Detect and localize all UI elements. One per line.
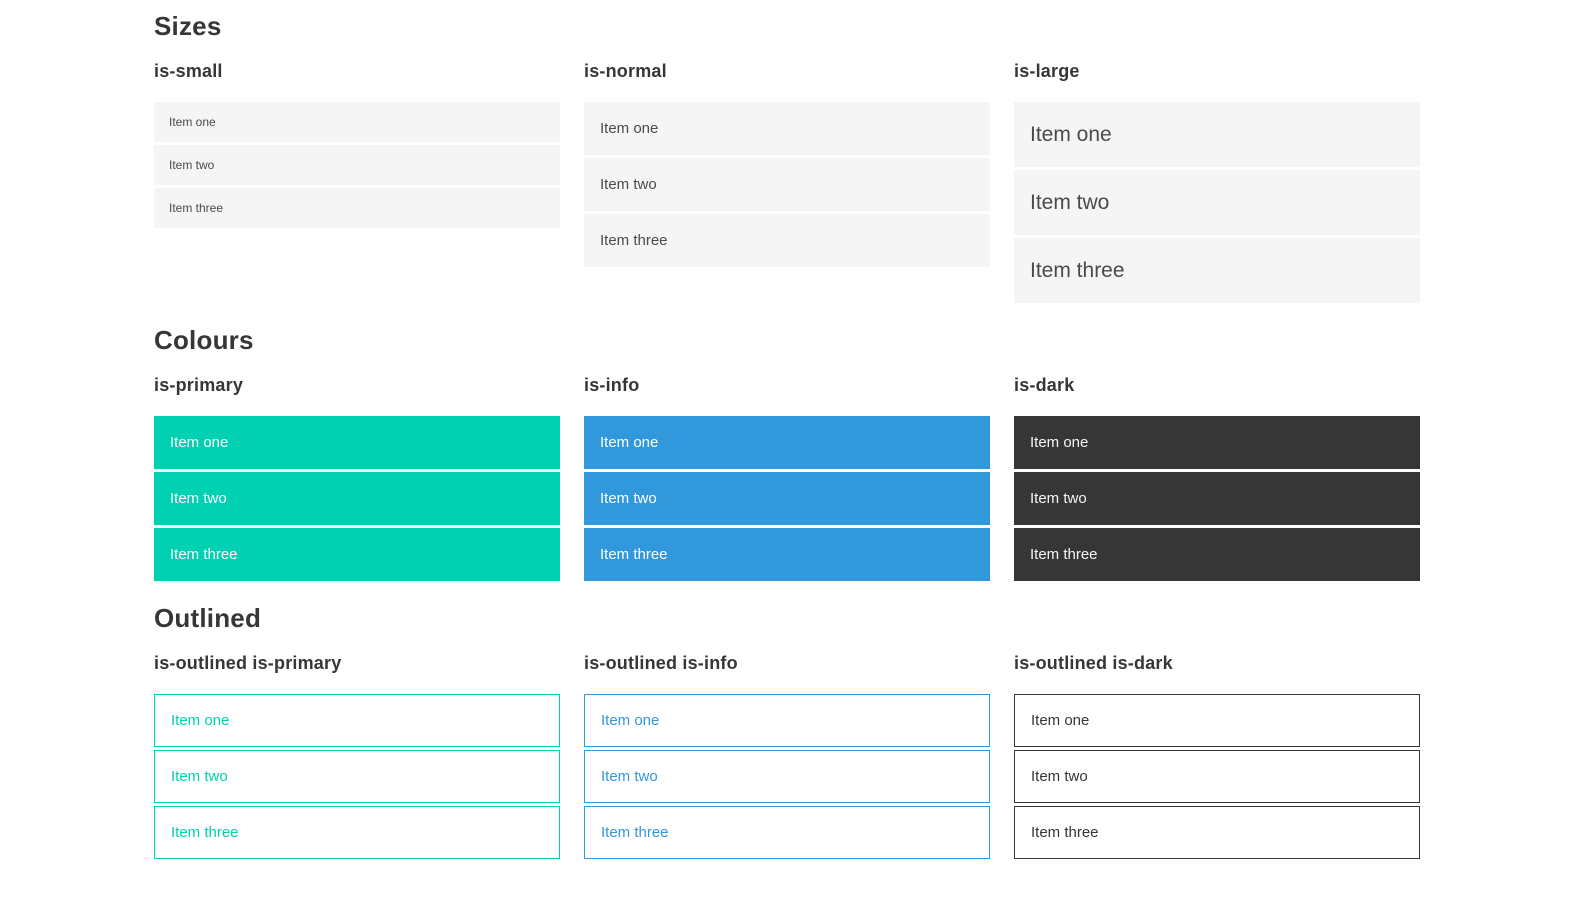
list-item[interactable]: Item three xyxy=(584,214,990,267)
list-item[interactable]: Item three xyxy=(154,806,560,859)
list-item[interactable]: Item three xyxy=(154,528,560,581)
list-item[interactable]: Item one xyxy=(584,102,990,155)
list-item[interactable]: Item one xyxy=(584,694,990,747)
list-item[interactable]: Item two xyxy=(584,750,990,803)
section-columns: is-small Item one Item two Item three is-nor… xyxy=(154,61,1420,303)
section-outlined: Outlined is-outlined is-primary Item one It… xyxy=(154,605,1420,859)
group-label: is-large xyxy=(1014,61,1080,81)
group-outlined-primary: is-outlined is-primary Item one Item two It… xyxy=(154,653,560,859)
list-item[interactable]: Item three xyxy=(1014,528,1420,581)
section-columns: is-primary Item one Item two Item three is-i… xyxy=(154,375,1420,581)
group-label: is-outlined is-dark xyxy=(1014,653,1173,673)
list-item[interactable]: Item three xyxy=(154,188,560,228)
group-label: is-outlined is-info xyxy=(584,653,738,673)
list-item[interactable]: Item three xyxy=(584,806,990,859)
list-dark: Item one Item two Item three xyxy=(1014,416,1420,581)
group-normal: is-normal Item one Item two Item three xyxy=(584,61,990,303)
list-small: Item one Item two Item three xyxy=(154,102,560,228)
group-label: is-primary xyxy=(154,375,244,395)
list-outlined-primary: Item one Item two Item three xyxy=(154,694,560,859)
list-item[interactable]: Item one xyxy=(1014,416,1420,469)
section-columns: is-outlined is-primary Item one Item two It… xyxy=(154,653,1420,859)
list-item[interactable]: Item two xyxy=(584,472,990,525)
list-item[interactable]: Item two xyxy=(154,750,560,803)
list-item[interactable]: Item three xyxy=(584,528,990,581)
group-outlined-dark: is-outlined is-dark Item one Item two Item … xyxy=(1014,653,1420,859)
section-sizes: Sizes is-small Item one Item two Item three i… xyxy=(154,13,1420,303)
list-primary: Item one Item two Item three xyxy=(154,416,560,581)
list-outlined-info: Item one Item two Item three xyxy=(584,694,990,859)
list-item[interactable]: Item one xyxy=(1014,694,1420,747)
list-info: Item one Item two Item three xyxy=(584,416,990,581)
list-item[interactable]: Item one xyxy=(1014,102,1420,167)
group-small: is-small Item one Item two Item three xyxy=(154,61,560,303)
group-label: is-outlined is-primary xyxy=(154,653,342,673)
list-item[interactable]: Item two xyxy=(154,145,560,185)
list-item[interactable]: Item one xyxy=(154,416,560,469)
list-item[interactable]: Item two xyxy=(1014,170,1420,235)
group-dark: is-dark Item one Item two Item three xyxy=(1014,375,1420,581)
list-item[interactable]: Item two xyxy=(1014,472,1420,525)
section-title: Colours xyxy=(154,325,254,355)
section-title: Sizes xyxy=(154,11,222,41)
section-title: Outlined xyxy=(154,603,262,633)
list-item[interactable]: Item three xyxy=(1014,238,1420,303)
list-normal: Item one Item two Item three xyxy=(584,102,990,267)
group-label: is-info xyxy=(584,375,640,395)
group-outlined-info: is-outlined is-info Item one Item two Item … xyxy=(584,653,990,859)
list-item[interactable]: Item two xyxy=(154,472,560,525)
section-colours: Colours is-primary Item one Item two Item th… xyxy=(154,327,1420,581)
list-item[interactable]: Item one xyxy=(154,694,560,747)
list-outlined-dark: Item one Item two Item three xyxy=(1014,694,1420,859)
group-primary: is-primary Item one Item two Item three xyxy=(154,375,560,581)
group-large: is-large Item one Item two Item three xyxy=(1014,61,1420,303)
list-item[interactable]: Item one xyxy=(154,102,560,142)
group-info: is-info Item one Item two Item three xyxy=(584,375,990,581)
list-item[interactable]: Item two xyxy=(1014,750,1420,803)
list-item[interactable]: Item two xyxy=(584,158,990,211)
group-label: is-small xyxy=(154,61,223,81)
list-large: Item one Item two Item three xyxy=(1014,102,1420,303)
group-label: is-dark xyxy=(1014,375,1075,395)
list-item[interactable]: Item one xyxy=(584,416,990,469)
group-label: is-normal xyxy=(584,61,667,81)
list-item[interactable]: Item three xyxy=(1014,806,1420,859)
